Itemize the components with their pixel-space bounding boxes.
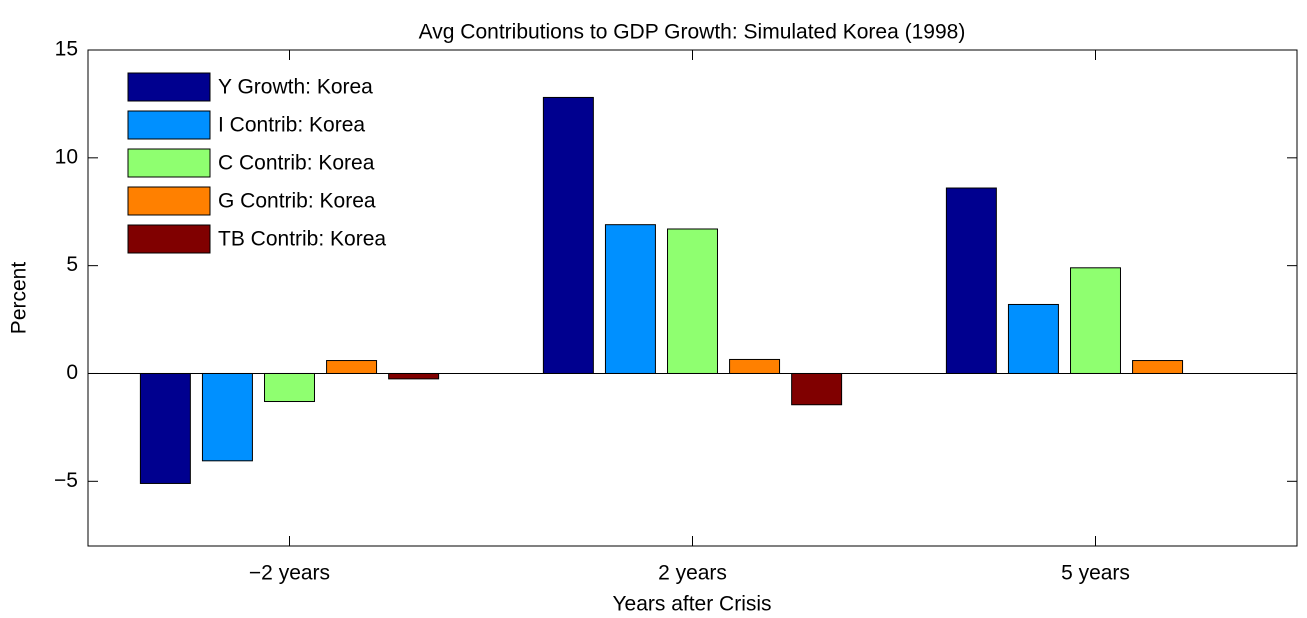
- legend-swatch: [127, 72, 211, 102]
- bar: [729, 358, 781, 374]
- bar: [667, 228, 718, 374]
- y-tick-label: −5: [54, 469, 78, 492]
- y-tick-label: 10: [55, 145, 78, 168]
- legend-label: C Contrib: Korea: [218, 152, 375, 175]
- bar: [326, 360, 378, 374]
- legend-swatch: [127, 148, 211, 178]
- legend-swatch: [127, 110, 211, 140]
- bar: [264, 372, 315, 403]
- y-tick-label: 0: [66, 361, 78, 384]
- bar: [604, 224, 656, 374]
- legend-swatch: [127, 186, 211, 216]
- bar: [139, 372, 191, 484]
- y-tick-label: 5: [66, 253, 78, 276]
- legend-label: TB Contrib: Korea: [218, 228, 386, 251]
- axes-frame: [87, 49, 1298, 547]
- bar: [1007, 303, 1059, 374]
- x-tick-label: 5 years: [1061, 562, 1130, 585]
- x-axis-label: Years after Crisis: [612, 593, 771, 616]
- legend-swatch: [127, 224, 211, 254]
- legend-label: Y Growth: Korea: [218, 76, 373, 99]
- bar: [945, 187, 997, 374]
- x-tick-label: −2 years: [249, 562, 330, 585]
- bar: [1132, 360, 1184, 374]
- bar: [388, 372, 440, 380]
- x-tick-label: 2 years: [658, 562, 727, 585]
- bar: [1070, 267, 1121, 374]
- chart-title: Avg Contributions to GDP Growth: Simulat…: [419, 21, 966, 44]
- bar: [201, 372, 253, 462]
- legend-label: I Contrib: Korea: [218, 114, 365, 137]
- y-axis-label: Percent: [8, 262, 31, 335]
- bar: [791, 372, 843, 406]
- legend-label: G Contrib: Korea: [218, 190, 376, 213]
- y-tick-label: 15: [55, 38, 78, 61]
- bar: [542, 96, 594, 374]
